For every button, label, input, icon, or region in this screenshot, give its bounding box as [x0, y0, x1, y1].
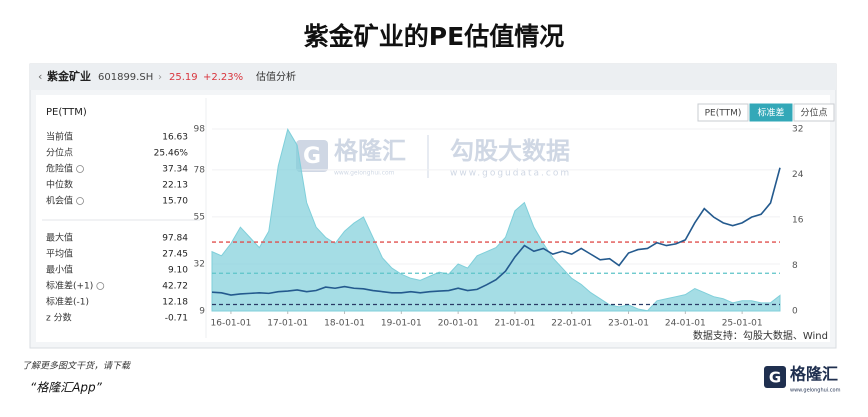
stat-label: z 分数: [46, 312, 72, 324]
stock-code: 601899.SH: [98, 72, 153, 83]
y-tick-label: 98: [194, 125, 206, 135]
toggle-label[interactable]: PE(TTM): [705, 109, 742, 119]
stat-label: 平均值: [46, 248, 73, 260]
y-tick-label: 78: [194, 165, 206, 175]
x-tick-label: 16-01-01: [211, 319, 252, 329]
footer-prompt: 了解更多图文干货，请下载: [22, 361, 131, 372]
stat-label: 最小值: [46, 264, 73, 276]
footer-app: “格隆汇App”: [30, 381, 103, 395]
x-tick-label: 25-01-01: [722, 319, 763, 329]
footer-logo-g: G: [769, 369, 781, 387]
sep-arrow: ›: [158, 72, 162, 83]
info-icon[interactable]: [96, 282, 105, 290]
stat-value: 27.45: [162, 250, 188, 260]
watermark-url: www.gelonghui.com: [334, 170, 395, 177]
stock-price: 25.19: [169, 72, 198, 83]
stat-label: 最大值: [46, 232, 73, 244]
info-icon[interactable]: [76, 165, 84, 173]
stat-label: 分位点: [46, 147, 73, 159]
y2-tick-label: 24: [792, 170, 804, 180]
x-tick-label: 21-01-01: [495, 319, 536, 329]
toggle-label[interactable]: 分位点: [800, 107, 827, 119]
page-title: 紫金矿业的PE估值情况: [304, 22, 564, 51]
x-tick-label: 24-01-01: [665, 319, 706, 329]
x-tick-label: 19-01-01: [381, 319, 422, 329]
stat-label: 机会值: [46, 195, 73, 207]
y2-tick-label: 8: [792, 261, 798, 271]
watermark: G 格隆汇 www.gelonghui.com 勾股大数据 www.goguda…: [296, 135, 571, 179]
watermark-url2: www.gogudata.com: [450, 169, 571, 179]
x-tick-label: 23-01-01: [608, 319, 649, 329]
watermark-brand: 格隆汇: [334, 137, 406, 165]
watermark-brand2: 勾股大数据: [450, 137, 570, 165]
back-arrow[interactable]: ‹: [38, 70, 42, 83]
stat-label: 当前值: [46, 131, 73, 143]
footer-logo: 格隆汇: [790, 365, 838, 384]
header-bar: [30, 64, 836, 90]
x-tick-label: 20-01-01: [438, 319, 479, 329]
stat-value: 42.72: [162, 282, 188, 292]
footer-logo-url: www.gelonghui.com: [790, 388, 841, 394]
stat-label: 标准差(-1): [46, 296, 89, 308]
panel-title: PE(TTM): [46, 107, 87, 118]
stat-value: 16.63: [162, 133, 188, 143]
toggle-button[interactable]: [749, 103, 793, 122]
y-tick-label: 55: [194, 212, 205, 222]
toggle-button[interactable]: [697, 103, 749, 122]
info-icon[interactable]: [76, 197, 84, 205]
stat-value: 97.84: [162, 234, 188, 244]
watermark-logo-g: G: [303, 144, 321, 169]
stat-value: -0.71: [165, 314, 188, 324]
y-tick-label: 32: [194, 259, 205, 269]
stat-value: 37.34: [162, 165, 188, 175]
x-tick-label: 17-01-01: [267, 319, 308, 329]
stats: 当前值 16.63 分位点 25.46% 危险值 37.34 中位数 22.13 机会值 15.7…: [42, 131, 200, 324]
stat-value: 25.46%: [154, 149, 189, 159]
y-tick-label: 9: [199, 307, 205, 317]
price-line: [211, 167, 781, 296]
y2-tick-label: 16: [792, 216, 804, 226]
stat-label: 危险值: [46, 163, 73, 175]
chart: 9 32 55 78 98 0 8 16 24 32 16-01-01 17-01-01 18-01-0…: [194, 125, 804, 329]
y2-tick-label: 32: [792, 125, 803, 135]
watermark-logo: [296, 140, 328, 172]
stat-value: 15.70: [162, 197, 188, 207]
stat-value: 12.18: [162, 298, 188, 308]
stat-label: 中位数: [46, 179, 73, 191]
source: 数据支持：勾股大数据、Wind: [693, 329, 828, 342]
footer-logo-icon: [764, 366, 786, 388]
tab-label[interactable]: 估值分析: [256, 70, 296, 83]
toggle-button[interactable]: [793, 103, 835, 122]
x-tick-label: 18-01-01: [324, 319, 365, 329]
toggle-label[interactable]: 标准差: [757, 107, 784, 119]
stock-name: 紫金矿业: [47, 69, 91, 83]
stat-value: 22.13: [162, 181, 188, 191]
x-tick-label: 22-01-01: [551, 319, 592, 329]
y2-tick-label: 0: [792, 307, 798, 317]
stock-change: +2.23%: [203, 72, 243, 83]
buttons: PE(TTM) 标准差 分位点: [697, 103, 835, 122]
stat-value: 9.10: [168, 266, 188, 276]
stat-label: 标准差(+1): [46, 280, 93, 292]
